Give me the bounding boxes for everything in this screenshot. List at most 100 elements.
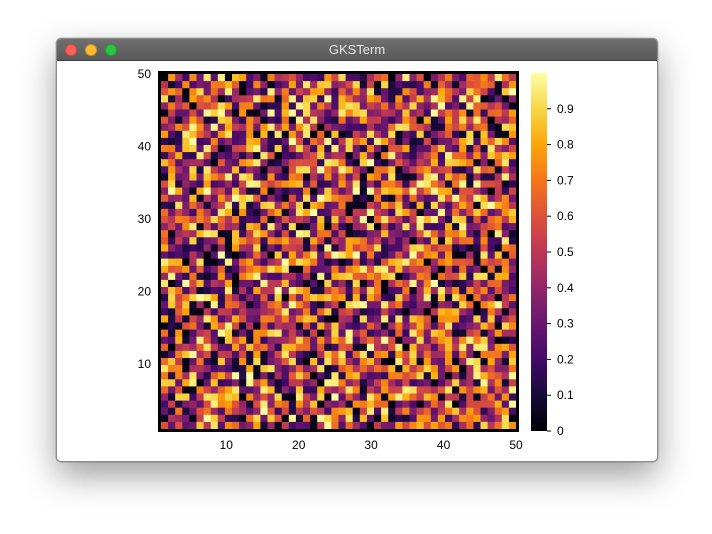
heatmap-cell [182, 74, 190, 82]
heatmap-cell [501, 301, 510, 309]
heatmap-cell [494, 88, 503, 96]
heatmap-cell [409, 365, 417, 373]
heatmap-cell [366, 208, 375, 217]
heatmap-cell [402, 358, 410, 366]
heatmap-cell [281, 265, 290, 274]
heatmap-cell [260, 216, 268, 224]
heatmap-cell [175, 265, 183, 274]
heatmap-cell [501, 421, 510, 430]
heatmap-cell [317, 194, 325, 203]
heatmap-cell [487, 130, 496, 139]
heatmap-cell [437, 272, 446, 281]
heatmap-cell [324, 137, 332, 146]
heatmap-cell [196, 152, 204, 160]
zoom-traffic-light-icon[interactable] [105, 44, 117, 56]
colorbar-axis: 00.10.20.30.40.50.60.70.80.9 [547, 102, 574, 438]
heatmap-cell [508, 414, 517, 423]
heatmap-cell [359, 336, 368, 345]
heatmap-cell [459, 208, 467, 217]
heatmap-cell [338, 130, 346, 139]
heatmap-cell [288, 400, 297, 409]
heatmap-cell [168, 322, 176, 330]
heatmap-cell [210, 336, 219, 345]
heatmap-cell [253, 173, 261, 181]
title-bar[interactable]: GKSTerm [57, 39, 657, 61]
heatmap-cell [267, 173, 275, 181]
heatmap-cell [168, 88, 176, 96]
heatmap-cell [452, 365, 460, 373]
heatmap-cell [374, 279, 382, 288]
heatmap-cell [459, 343, 467, 352]
heatmap-cell [224, 74, 233, 82]
heatmap-cell [366, 343, 375, 352]
heatmap-cell [473, 322, 481, 330]
heatmap-cell [161, 251, 169, 259]
heatmap-cell [508, 102, 517, 110]
heatmap-cell [345, 102, 354, 110]
heatmap-cell [409, 343, 417, 352]
heatmap-cell [374, 315, 382, 323]
heatmap-cell [409, 400, 417, 409]
heatmap-cell [260, 258, 268, 267]
heatmap-cell [388, 372, 396, 380]
heatmap-cell [210, 187, 219, 196]
heatmap-cell [303, 102, 311, 110]
heatmap-cell [189, 350, 197, 359]
heatmap-cell [437, 343, 446, 352]
close-traffic-light-icon[interactable] [65, 44, 77, 56]
heatmap-cell [452, 386, 460, 394]
heatmap-cell [168, 407, 176, 416]
heatmap-cell [402, 251, 410, 259]
heatmap-cell [331, 116, 339, 125]
heatmap-cell [317, 180, 325, 188]
heatmap-cell [224, 223, 233, 231]
heatmap-cell [445, 294, 453, 302]
heatmap-cell [452, 308, 460, 316]
heatmap-cell [295, 287, 304, 295]
heatmap-cell [210, 393, 219, 401]
y-tick-label: 40 [138, 139, 152, 153]
heatmap-cell [168, 74, 176, 82]
heatmap-cell [445, 301, 453, 309]
heatmap-cell [161, 287, 169, 295]
heatmap-cell [203, 237, 212, 245]
heatmap-cell [196, 95, 204, 103]
heatmap-cell [359, 88, 368, 96]
heatmap-cell [203, 74, 212, 82]
heatmap-cell [374, 294, 382, 302]
heatmap-cell [459, 201, 467, 210]
heatmap-cell [182, 130, 190, 139]
heatmap-cell [161, 152, 169, 160]
heatmap-cell [331, 372, 339, 380]
heatmap-cell [409, 372, 417, 380]
heatmap-cell [423, 237, 432, 245]
heatmap-cell [239, 322, 247, 330]
heatmap-cell [210, 279, 219, 288]
heatmap-cell [210, 102, 219, 110]
heatmap-cell [267, 137, 275, 146]
heatmap-cell [175, 102, 183, 110]
heatmap-cell [189, 421, 197, 430]
heatmap-cell [366, 407, 375, 416]
heatmap-cell [508, 173, 517, 181]
heatmap-cell [402, 180, 410, 188]
heatmap-cell [161, 393, 169, 401]
heatmap-cell [374, 230, 382, 238]
heatmap-cell [310, 95, 318, 103]
heatmap-cell [189, 102, 197, 110]
heatmap-cell [473, 372, 481, 380]
minimize-traffic-light-icon[interactable] [85, 44, 97, 56]
heatmap-cell [295, 95, 304, 103]
heatmap-cell [161, 400, 169, 409]
heatmap-cell [274, 386, 283, 394]
heatmap-cell [253, 95, 261, 103]
heatmap-cell [303, 152, 311, 160]
heatmap-cell [182, 208, 190, 217]
heatmap-cell [203, 230, 212, 238]
heatmap-cell [295, 102, 304, 110]
heatmap-cell [374, 223, 382, 231]
heatmap-cell [288, 279, 297, 288]
heatmap-cell [345, 358, 354, 366]
heatmap-cell [430, 343, 439, 352]
heatmap-cell [416, 308, 425, 316]
